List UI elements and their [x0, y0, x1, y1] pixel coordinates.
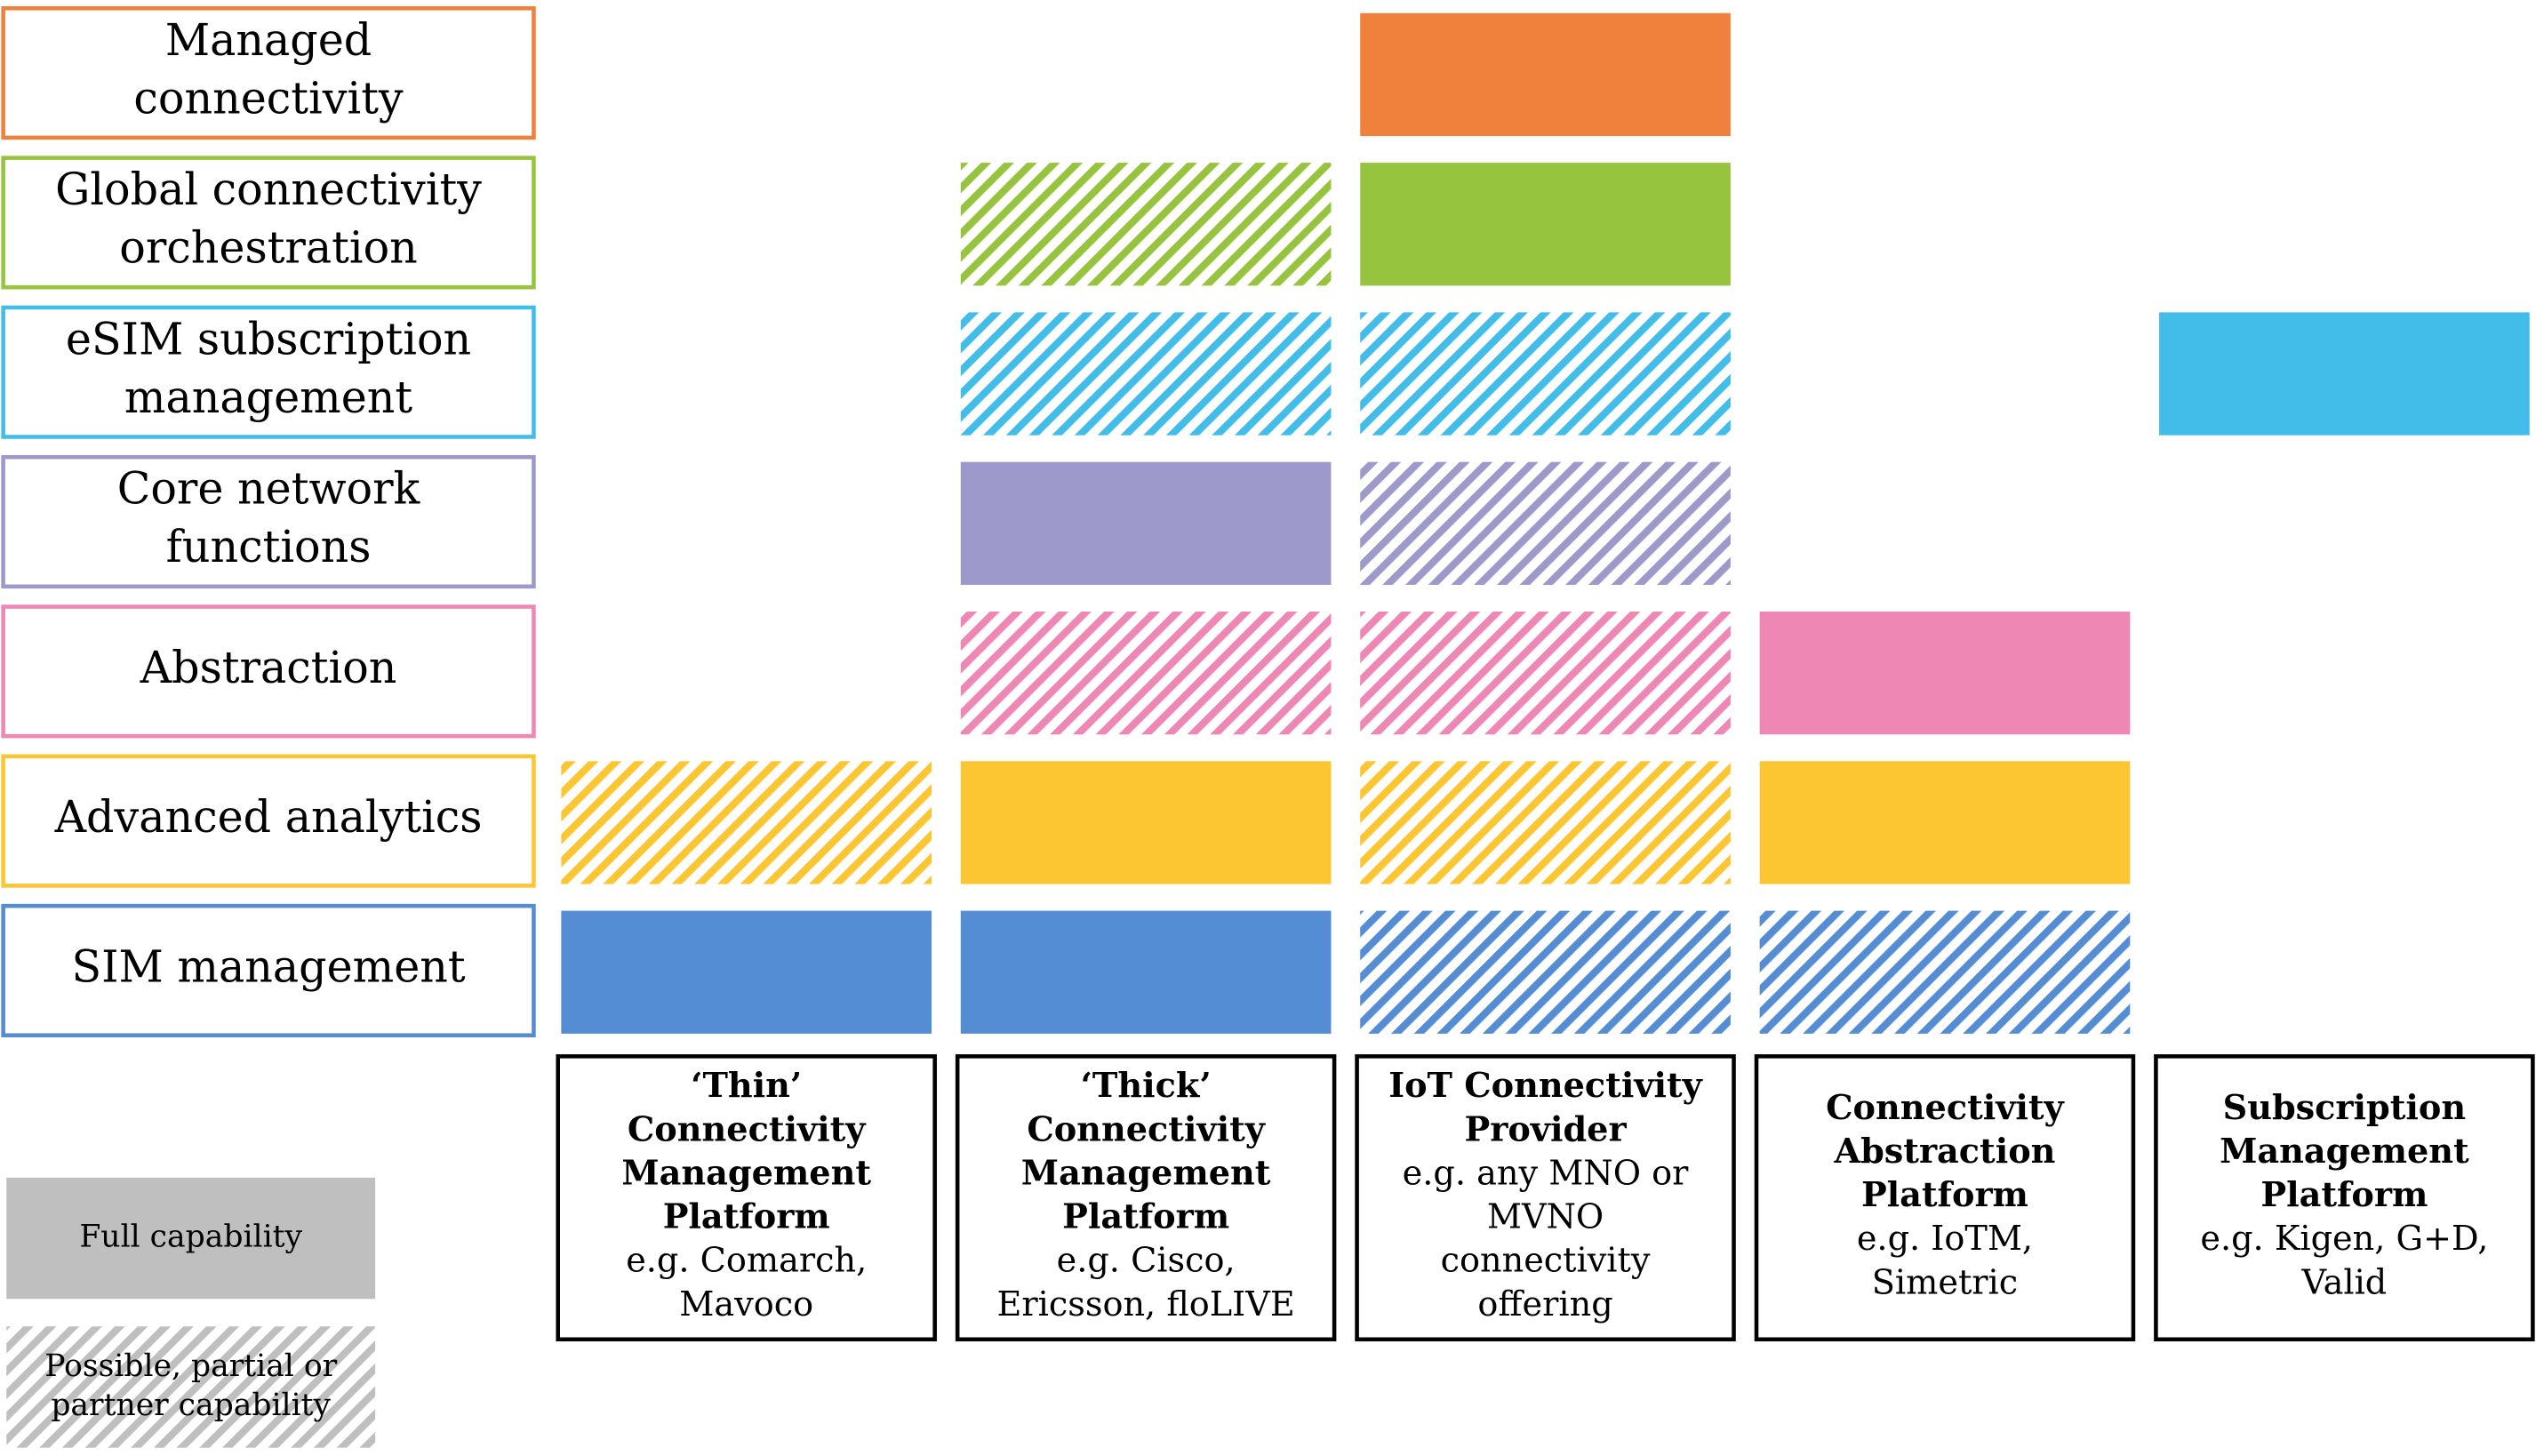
row-label-box — [1, 604, 536, 739]
row-label-box — [1, 754, 536, 888]
row-label: connectivity — [133, 72, 404, 124]
legend-label: Possible, partial or — [44, 1348, 337, 1384]
column-examples: connectivity — [1441, 1242, 1651, 1281]
row-label-box — [1, 6, 536, 140]
column-examples: e.g. Kigen, G+D, — [2200, 1220, 2488, 1259]
column-title: IoT Connectivity — [1388, 1066, 1703, 1106]
capability-cell — [960, 611, 1332, 735]
column-title: ‘Thin’ — [691, 1066, 802, 1106]
capability-cell — [1360, 163, 1731, 286]
legend-label: partner capability — [51, 1388, 331, 1423]
column-label-box — [2154, 1054, 2535, 1342]
column-examples: e.g. Comarch, — [626, 1242, 867, 1281]
row-label: eSIM subscription — [66, 313, 471, 364]
row-label: Managed — [165, 14, 372, 66]
legend-full-swatch — [6, 1177, 376, 1300]
column-title: Platform — [1861, 1175, 2028, 1215]
column-title: Platform — [1062, 1197, 1229, 1237]
row-label: Global connectivity — [55, 164, 482, 215]
capability-cell — [960, 910, 1332, 1034]
capability-cell — [1360, 611, 1731, 735]
column-title: Platform — [2260, 1175, 2428, 1215]
capability-cell — [2159, 312, 2530, 436]
capability-cell — [1759, 761, 2131, 884]
row-label-box — [1, 305, 536, 439]
row-label: SIM management — [71, 940, 465, 992]
row-label: Advanced analytics — [54, 791, 483, 843]
row-label-box — [1, 156, 536, 290]
column-title: Connectivity — [1826, 1088, 2065, 1128]
column-label-box — [1754, 1054, 2136, 1342]
column-title: Management — [2220, 1132, 2469, 1172]
column-title: ‘Thick’ — [1081, 1066, 1212, 1106]
row-label: orchestration — [119, 222, 418, 274]
column-label-box — [955, 1054, 1337, 1342]
capability-cell — [1759, 611, 2131, 735]
column-title: Connectivity — [1027, 1109, 1266, 1149]
capability-cell — [561, 910, 932, 1034]
row-label-box — [1, 903, 536, 1037]
capability-cell — [960, 312, 1332, 436]
legend-partial-swatch — [6, 1326, 376, 1448]
capability-cell — [1360, 761, 1731, 884]
capability-cell — [960, 461, 1332, 585]
column-title: Provider — [1464, 1109, 1627, 1149]
column-title: Abstraction — [1833, 1132, 2055, 1172]
column-label-box — [1355, 1054, 1736, 1342]
column-examples: e.g. Cisco, — [1057, 1242, 1236, 1281]
column-examples: MVNO — [1487, 1198, 1604, 1237]
column-examples: Mavoco — [679, 1285, 813, 1324]
column-title: Connectivity — [628, 1109, 867, 1149]
row-label: Core network — [117, 463, 421, 515]
column-examples: e.g. IoTM, — [1857, 1220, 2033, 1259]
row-label: management — [124, 372, 413, 423]
legend-label: Full capability — [79, 1220, 302, 1255]
capability-cell — [960, 761, 1332, 884]
row-label-box — [1, 454, 536, 589]
capability-cell — [561, 761, 932, 884]
capability-cell — [960, 163, 1332, 286]
row-label: functions — [166, 521, 372, 572]
column-title: Management — [621, 1154, 871, 1194]
capability-cell — [1759, 910, 2131, 1034]
column-title: Subscription — [2223, 1088, 2467, 1128]
capability-cell — [1360, 12, 1731, 137]
row-label: Abstraction — [140, 642, 397, 693]
column-examples: offering — [1477, 1285, 1612, 1324]
capability-cell — [1360, 910, 1731, 1034]
column-examples: Simetric — [1872, 1263, 2018, 1302]
column-label-box — [556, 1054, 937, 1342]
column-title: Management — [1021, 1154, 1271, 1194]
column-examples: Valid — [2301, 1263, 2388, 1302]
column-examples: Ericsson, floLIVE — [997, 1285, 1295, 1324]
column-examples: e.g. any MNO or — [1403, 1155, 1689, 1194]
capability-cell — [1360, 312, 1731, 436]
capability-cell — [1360, 461, 1731, 585]
column-title: Platform — [663, 1197, 830, 1237]
